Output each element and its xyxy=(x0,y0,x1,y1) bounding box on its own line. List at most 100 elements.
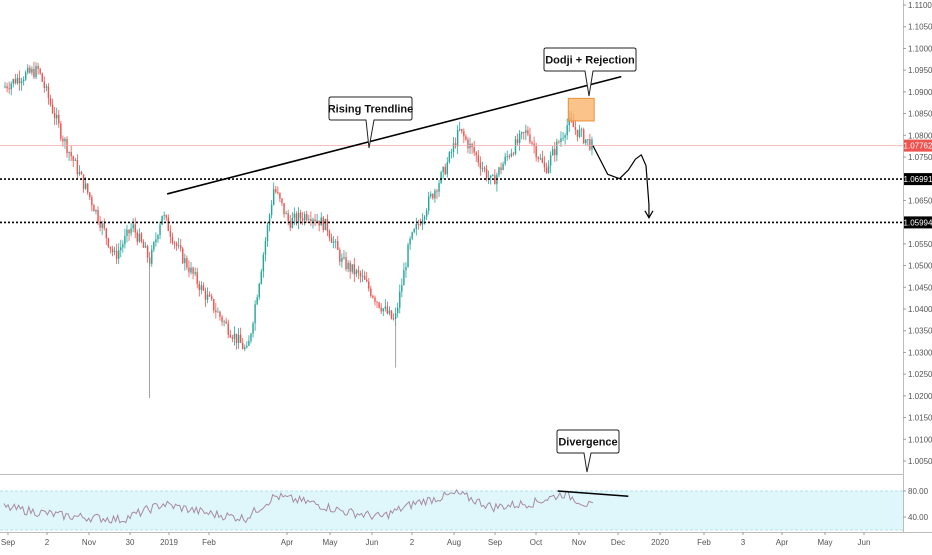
indicator-line[interactable] xyxy=(3,488,594,524)
callout-divergence[interactable]: Divergence xyxy=(556,429,620,473)
divergence-line[interactable] xyxy=(557,490,629,497)
candle-body xyxy=(252,323,254,334)
candle-body xyxy=(572,121,575,128)
candle-body xyxy=(390,310,393,319)
candle-body xyxy=(248,340,250,346)
candle-body xyxy=(229,334,232,338)
callout-dodji-rejection[interactable]: Dodji + Rejection xyxy=(543,47,637,97)
candle-body xyxy=(322,217,325,231)
candle-body xyxy=(70,152,72,157)
y-tick-label: 1.10500 xyxy=(908,23,932,32)
candle-body xyxy=(545,167,548,173)
y-tick-label: 1.10000 xyxy=(908,44,932,53)
candle-body xyxy=(184,258,186,264)
candle-body xyxy=(47,86,50,99)
candle-body xyxy=(151,249,153,264)
candle-body xyxy=(115,250,118,259)
x-tick-label: 30 xyxy=(126,538,135,547)
candle-body xyxy=(272,189,275,205)
candle-body xyxy=(262,254,265,272)
candle-body xyxy=(66,139,68,154)
candle-body xyxy=(293,213,296,218)
candle-body xyxy=(53,113,56,119)
y-tick-label: 1.06500 xyxy=(908,196,932,205)
candle-body xyxy=(456,130,459,147)
x-tick-label: Nov xyxy=(572,538,586,547)
candle-body xyxy=(314,219,316,222)
candle-body xyxy=(481,168,484,169)
candle-body xyxy=(450,152,453,153)
rejection-zone[interactable] xyxy=(567,97,595,122)
candle-body xyxy=(454,143,457,147)
candle-body xyxy=(535,146,537,158)
rising-trendline[interactable] xyxy=(166,75,622,195)
candle-body xyxy=(341,258,343,262)
candle-body xyxy=(564,135,566,138)
x-tick-label: Aug xyxy=(447,538,461,547)
candle-body xyxy=(109,246,112,249)
y-tick-label: 1.11000 xyxy=(908,1,932,10)
candle-body xyxy=(527,130,529,135)
candle-body xyxy=(520,132,523,134)
candle-body xyxy=(153,242,155,250)
candle-body xyxy=(556,141,558,156)
callout-rising-trendline[interactable]: Rising Trendline xyxy=(328,96,414,149)
candle-body xyxy=(270,204,273,216)
candle-body xyxy=(182,248,184,264)
x-tick-label: 2 xyxy=(410,538,415,547)
projected-path[interactable] xyxy=(592,145,650,218)
candle-body xyxy=(132,224,134,229)
candle-body xyxy=(80,172,83,175)
candle-body xyxy=(72,156,74,161)
candle-body xyxy=(330,237,333,243)
candle-body xyxy=(370,288,372,296)
candle-body xyxy=(41,73,43,82)
candle-body xyxy=(580,129,583,131)
candle-body xyxy=(591,139,593,150)
candle-body xyxy=(186,258,188,268)
candle-body xyxy=(415,224,418,230)
candle-body xyxy=(436,190,438,192)
x-tick-label: 2019 xyxy=(160,538,178,547)
candle-body xyxy=(326,218,329,232)
candle-body xyxy=(537,157,539,159)
x-tick-label: Feb xyxy=(202,538,216,547)
candle-body xyxy=(37,65,39,69)
candle-body xyxy=(256,297,258,305)
y-tick-label: 1.05000 xyxy=(908,262,932,271)
candle-body xyxy=(27,67,29,73)
x-tick-label: Sep xyxy=(1,538,16,547)
candle-body xyxy=(566,125,568,136)
candle-body xyxy=(411,232,413,239)
candle-body xyxy=(585,139,587,144)
candle-body xyxy=(55,114,58,119)
candle-body xyxy=(504,156,506,164)
time-axis[interactable]: Sep 2 Nov 30 2019 Feb Apr May Jun 2 Aug Sep Oct Nov De… xyxy=(1,532,871,547)
x-tick-label: Jun xyxy=(366,538,379,547)
candle-body xyxy=(409,238,411,245)
candle-body xyxy=(29,67,31,73)
candle-body xyxy=(78,172,81,175)
candle-body xyxy=(423,216,426,220)
indicator-band xyxy=(0,491,903,530)
candle-body xyxy=(146,246,149,258)
price-axis[interactable]: 1.11000 1.10500 1.10000 1.09500 1.09000 1.085… xyxy=(903,1,932,466)
candle-body xyxy=(458,129,461,131)
candle-body xyxy=(386,306,389,314)
candle-body xyxy=(8,88,10,90)
candle-body xyxy=(163,215,165,216)
candle-body xyxy=(380,307,382,312)
candle-body xyxy=(384,306,387,309)
x-tick-label: Jun xyxy=(858,538,871,547)
candle-body xyxy=(498,167,500,175)
candle-body xyxy=(479,162,482,169)
candle-body xyxy=(372,295,374,298)
candle-body xyxy=(227,323,229,335)
candle-body xyxy=(22,79,25,82)
candle-body xyxy=(494,175,496,185)
candle-body xyxy=(140,233,143,242)
y-tick-label: 1.03500 xyxy=(908,327,932,336)
